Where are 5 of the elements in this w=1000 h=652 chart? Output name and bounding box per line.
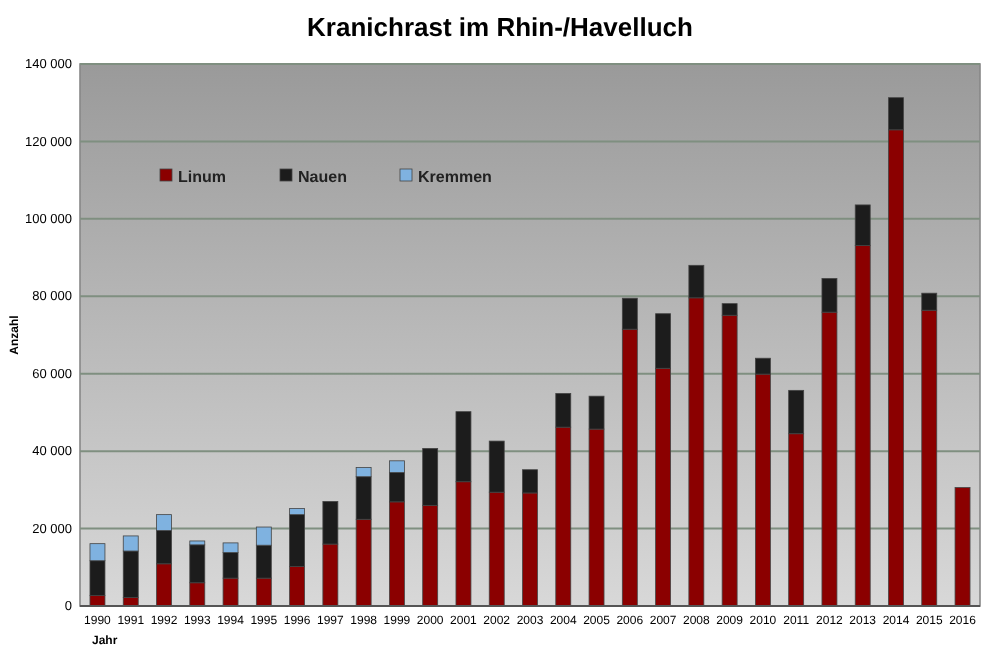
legend-label: Linum <box>178 167 226 186</box>
legend-label: Nauen <box>298 167 348 186</box>
legend-label: Kremmen <box>418 167 493 186</box>
bar <box>954 487 971 607</box>
chart-title: Kranichrast im Rhin-/Havelluch <box>307 12 693 42</box>
